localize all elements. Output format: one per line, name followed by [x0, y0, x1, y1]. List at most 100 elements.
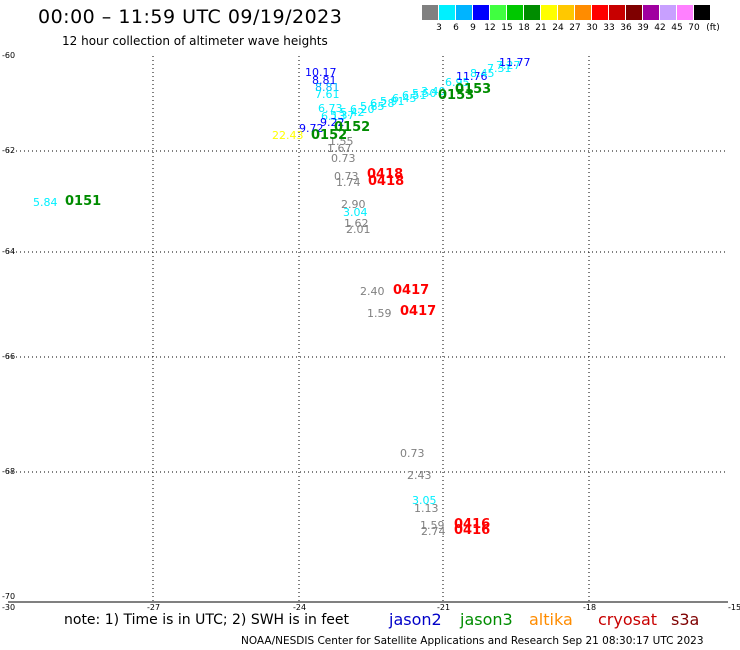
colorbar-swatch: [439, 5, 456, 20]
colorbar-swatch: [660, 5, 677, 20]
footer-credit: NOAA/NESDIS Center for Satellite Applica…: [241, 635, 704, 647]
colorbar-swatch: [575, 5, 592, 20]
latitude-label: -64: [2, 247, 16, 256]
colorbar-swatch: [524, 5, 541, 20]
wave-height-value: 5.91: [380, 95, 405, 108]
latitude-label: -60: [2, 51, 16, 60]
wave-height-value: 2.90: [341, 198, 366, 211]
map-title: 00:00 – 11:59 UTC 09/19/2023: [38, 6, 343, 28]
wave-height-value: 7.27: [496, 59, 521, 72]
colorbar-tick-label: 39: [637, 23, 649, 33]
wave-height-value: 8.81: [312, 74, 337, 87]
pass-time-label: 0418: [368, 174, 405, 189]
colorbar-tick-label: 15: [501, 23, 513, 33]
wave-height-value: 1.62: [344, 217, 369, 230]
map-subtitle: 12 hour collection of altimeter wave hei…: [62, 34, 328, 48]
colorbar-swatch: [422, 5, 439, 20]
wave-height-value: 5.50: [412, 87, 437, 100]
wave-height-value: 11.77: [499, 56, 531, 69]
wave-height-value: 9.72: [299, 122, 324, 135]
colorbar-tick-label: 12: [484, 23, 496, 33]
wave-height-value: 6.95: [445, 76, 470, 89]
colorbar-tick-label: 70: [688, 23, 700, 33]
colorbar-unit-label: (ft): [706, 23, 720, 33]
latitude-label: -66: [2, 352, 16, 361]
colorbar-swatch: [507, 5, 524, 20]
wave-height-value: 5.42: [340, 106, 365, 119]
wave-height-value: 1.74: [336, 176, 361, 189]
pass-time-label: 0416: [454, 517, 491, 532]
colorbar-swatch: [643, 5, 660, 20]
wave-height-value: 1.59: [367, 307, 392, 320]
pass-time-label: 0152: [334, 120, 371, 135]
colorbar-tick-label: 24: [552, 23, 564, 33]
pass-time-label: 0417: [400, 304, 437, 319]
latitude-label: -70: [2, 592, 16, 601]
colorbar-swatch: [694, 5, 711, 20]
colorbar-swatch: [609, 5, 626, 20]
wave-height-value: 22.43: [272, 129, 304, 142]
latitude-label: -62: [2, 146, 16, 155]
colorbar-swatch: [558, 5, 575, 20]
pass-time-label: 0152: [311, 128, 348, 143]
longitude-label: -27: [147, 603, 161, 612]
legend-jason2: jason2: [389, 610, 442, 629]
wave-height-value: 10.17: [305, 66, 337, 79]
wave-height-value: 2.43: [407, 469, 432, 482]
wave-height-value: 2.74: [421, 525, 446, 538]
wave-height-value: 6.73: [318, 102, 343, 115]
wave-height-value: 1.67: [327, 142, 352, 155]
colorbar-tick-label: 42: [654, 23, 666, 33]
colorbar-swatch: [473, 5, 490, 20]
pass-time-label: 0418: [367, 167, 404, 182]
legend-s3a: s3a: [671, 610, 700, 629]
pass-time-label: 0153: [438, 88, 475, 103]
wave-height-value: 1.55: [329, 135, 354, 148]
colorbar-tick-label: 18: [518, 23, 530, 33]
wave-height-value: 1.59: [420, 519, 445, 532]
wave-height-value: 9.22: [320, 116, 345, 129]
wave-height-value: 0.73: [400, 447, 425, 460]
wave-height-value: 3.40: [421, 85, 446, 98]
longitude-label: -18: [583, 603, 597, 612]
colorbar-swatch: [677, 5, 694, 20]
colorbar-tick-label: 9: [470, 23, 476, 33]
wave-height-value: 2.40: [360, 285, 385, 298]
wave-height-value: 6.45: [392, 92, 417, 105]
pass-time-label: 0151: [65, 194, 102, 209]
colorbar-tick-label: 3: [436, 23, 442, 33]
pass-time-label: 0416: [454, 523, 491, 538]
wave-height-value: 7.61: [315, 88, 340, 101]
wave-height-value: 3.04: [343, 206, 368, 219]
longitude-label: -30: [2, 603, 16, 612]
colorbar-tick-label: 21: [535, 23, 547, 33]
colorbar-swatch: [456, 5, 473, 20]
wave-height-value: 6.20: [350, 103, 375, 116]
wave-height-value: 11.76: [456, 70, 488, 83]
legend-cryosat: cryosat: [598, 610, 658, 629]
wave-height-value: 6.13: [321, 110, 346, 123]
colorbar-tick-label: 30: [586, 23, 598, 33]
wave-height-value: 8.45: [470, 67, 495, 80]
wave-height-value: 5.85: [360, 100, 385, 113]
wave-height-value: 2.01: [346, 223, 371, 236]
wave-height-value: 7.31: [487, 62, 512, 75]
wave-height-value: 5.37: [330, 109, 355, 122]
legend-altika: altika: [529, 610, 573, 629]
wave-height-value: 1.13: [414, 502, 439, 515]
wave-height-value: 5.84: [33, 196, 58, 209]
colorbar-tick-label: 6: [453, 23, 459, 33]
colorbar-tick-label: 27: [569, 23, 581, 33]
legend-jason3: jason3: [460, 610, 513, 629]
colorbar-swatch: [626, 5, 643, 20]
colorbar-swatch: [541, 5, 558, 20]
longitude-label: -15: [728, 603, 740, 612]
colorbar-swatch: [490, 5, 507, 20]
wave-height-value: 6.51: [402, 89, 427, 102]
wave-height-value: 8.81: [315, 81, 340, 94]
latitude-label: -68: [2, 467, 16, 476]
colorbar-tick-label: 33: [603, 23, 615, 33]
longitude-label: -24: [293, 603, 307, 612]
units-note: note: 1) Time is in UTC; 2) SWH is in fe…: [64, 612, 350, 628]
